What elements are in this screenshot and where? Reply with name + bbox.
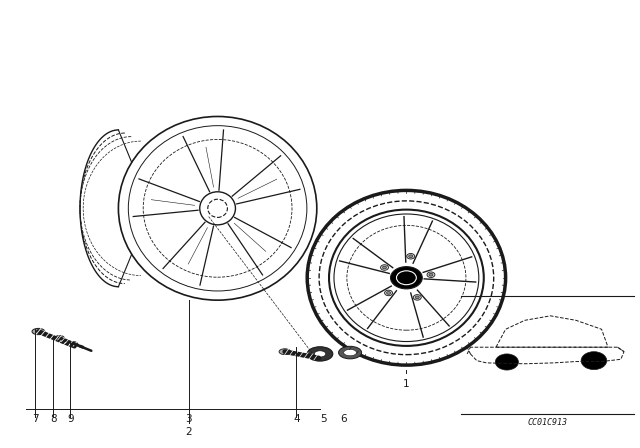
Text: 7: 7 <box>32 414 38 424</box>
Text: 5: 5 <box>320 414 326 424</box>
Ellipse shape <box>55 336 64 340</box>
Text: 8: 8 <box>50 414 56 424</box>
Ellipse shape <box>70 341 77 346</box>
Text: 4: 4 <box>293 414 300 424</box>
Ellipse shape <box>307 347 333 361</box>
Ellipse shape <box>344 349 356 356</box>
Circle shape <box>387 292 390 294</box>
Text: 9: 9 <box>67 414 74 424</box>
Circle shape <box>581 352 607 370</box>
Ellipse shape <box>339 346 362 359</box>
Ellipse shape <box>32 328 45 335</box>
Text: 3: 3 <box>186 414 192 424</box>
Text: 6: 6 <box>340 414 347 424</box>
Ellipse shape <box>314 351 326 357</box>
Circle shape <box>415 296 419 299</box>
Circle shape <box>407 254 415 259</box>
Circle shape <box>381 265 388 270</box>
Circle shape <box>413 295 421 300</box>
Circle shape <box>409 255 413 258</box>
Circle shape <box>495 354 518 370</box>
Circle shape <box>390 267 422 289</box>
Circle shape <box>427 272 435 277</box>
Circle shape <box>385 290 392 296</box>
Circle shape <box>429 273 433 276</box>
Text: CC01C913: CC01C913 <box>527 418 567 426</box>
Text: 1: 1 <box>403 379 410 388</box>
Text: 2: 2 <box>186 427 192 437</box>
Circle shape <box>383 266 387 269</box>
Ellipse shape <box>279 349 291 355</box>
